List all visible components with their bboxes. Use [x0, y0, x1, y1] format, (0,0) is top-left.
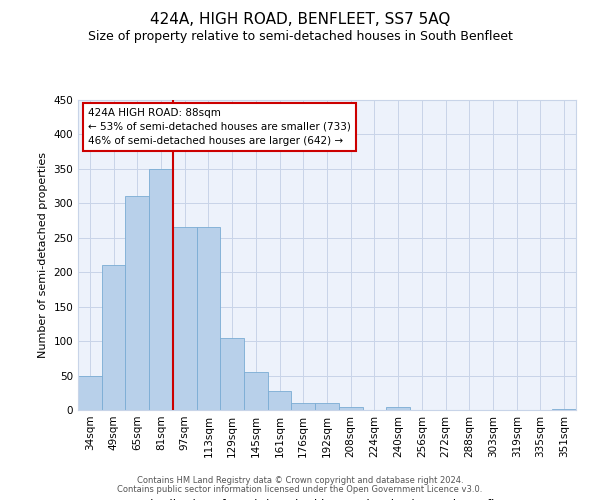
Bar: [292, 403, 315, 410]
Bar: [386, 406, 410, 410]
Bar: [339, 406, 362, 410]
Text: Contains HM Land Registry data © Crown copyright and database right 2024.: Contains HM Land Registry data © Crown c…: [137, 476, 463, 485]
Text: 424A HIGH ROAD: 88sqm
← 53% of semi-detached houses are smaller (733)
46% of sem: 424A HIGH ROAD: 88sqm ← 53% of semi-deta…: [88, 108, 351, 146]
Bar: [78, 376, 102, 410]
Bar: [125, 196, 149, 410]
Bar: [315, 403, 339, 410]
Text: Contains public sector information licensed under the Open Government Licence v3: Contains public sector information licen…: [118, 485, 482, 494]
X-axis label: Distribution of semi-detached houses by size in South Benfleet: Distribution of semi-detached houses by …: [140, 498, 514, 500]
Bar: [173, 228, 197, 410]
Bar: [244, 372, 268, 410]
Text: Size of property relative to semi-detached houses in South Benfleet: Size of property relative to semi-detach…: [88, 30, 512, 43]
Bar: [102, 266, 125, 410]
Bar: [220, 338, 244, 410]
Bar: [149, 169, 173, 410]
Bar: [552, 408, 576, 410]
Text: 424A, HIGH ROAD, BENFLEET, SS7 5AQ: 424A, HIGH ROAD, BENFLEET, SS7 5AQ: [150, 12, 450, 28]
Y-axis label: Number of semi-detached properties: Number of semi-detached properties: [38, 152, 48, 358]
Bar: [197, 228, 220, 410]
Bar: [268, 392, 292, 410]
